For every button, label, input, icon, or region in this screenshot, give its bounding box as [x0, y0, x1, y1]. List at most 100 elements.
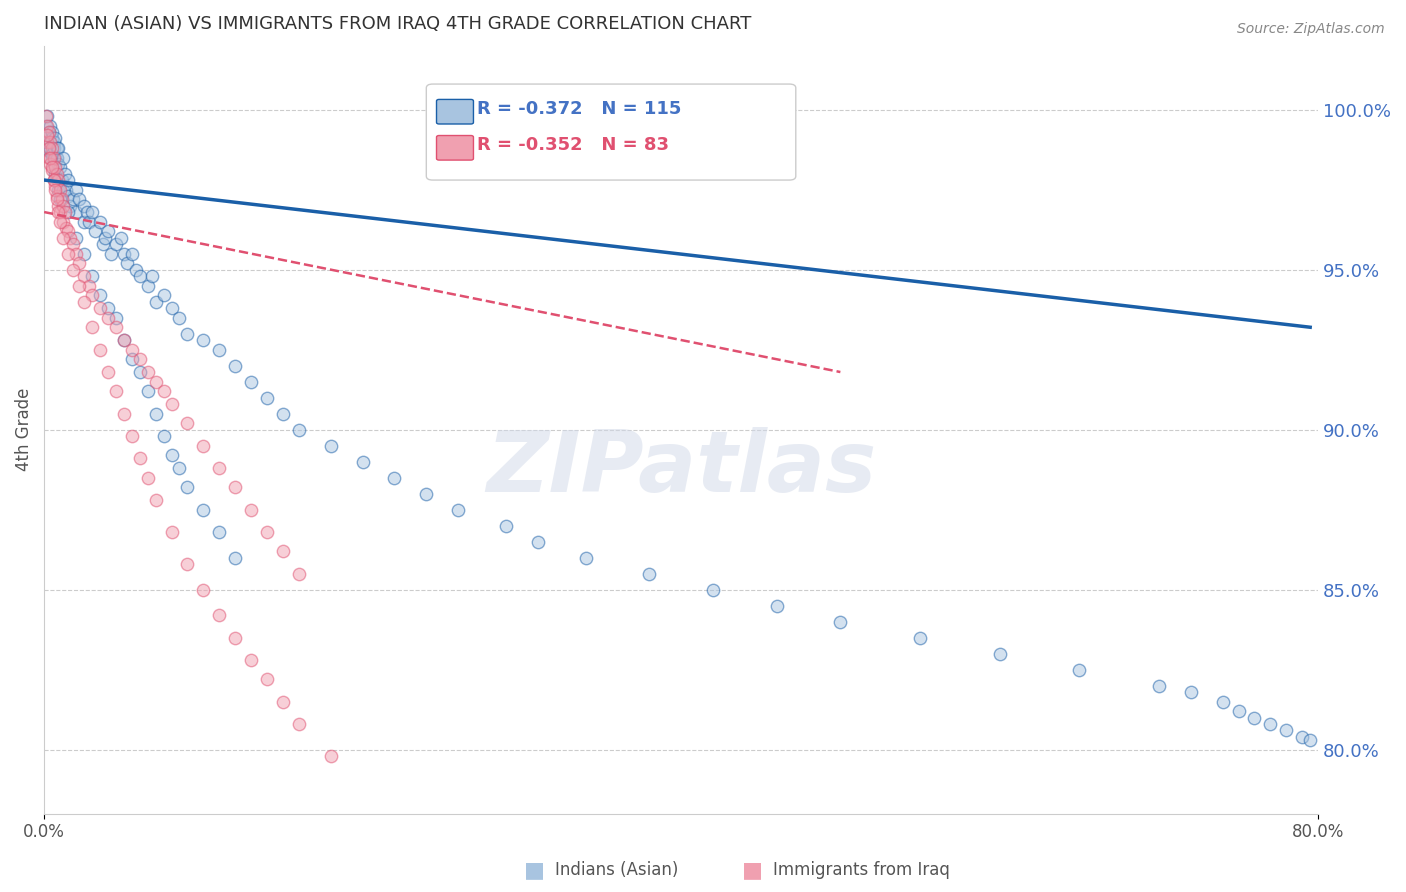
Immigrants from Iraq	[42, 151, 65, 165]
Immigrants from Iraq	[73, 268, 96, 283]
Indians (Asian)	[574, 550, 596, 565]
Indians (Asian)	[176, 326, 198, 341]
Indians (Asian)	[76, 205, 98, 219]
Indians (Asian)	[208, 343, 231, 357]
Indians (Asian)	[45, 151, 67, 165]
Immigrants from Iraq	[271, 695, 294, 709]
Indians (Asian)	[45, 141, 67, 155]
Indians (Asian)	[100, 246, 122, 260]
Indians (Asian)	[112, 246, 135, 260]
Indians (Asian)	[765, 599, 787, 613]
Immigrants from Iraq	[37, 119, 59, 133]
Indians (Asian)	[104, 237, 127, 252]
Indians (Asian)	[104, 310, 127, 325]
Indians (Asian)	[121, 352, 143, 367]
Indians (Asian)	[112, 333, 135, 347]
Immigrants from Iraq	[49, 205, 72, 219]
FancyBboxPatch shape	[426, 84, 796, 180]
Indians (Asian)	[121, 246, 143, 260]
Indians (Asian)	[48, 183, 70, 197]
Immigrants from Iraq	[52, 199, 75, 213]
Indians (Asian)	[65, 230, 87, 244]
Text: R = -0.372   N = 115: R = -0.372 N = 115	[477, 101, 682, 119]
Indians (Asian)	[1180, 685, 1202, 699]
Indians (Asian)	[73, 214, 96, 228]
Text: ZIPatlas: ZIPatlas	[486, 426, 876, 509]
Immigrants from Iraq	[56, 246, 79, 260]
Indians (Asian)	[44, 131, 66, 145]
Immigrants from Iraq	[80, 288, 103, 302]
Indians (Asian)	[62, 192, 84, 206]
Text: Immigrants from Iraq: Immigrants from Iraq	[773, 861, 950, 879]
Immigrants from Iraq	[37, 128, 59, 143]
Immigrants from Iraq	[319, 749, 342, 764]
Indians (Asian)	[415, 486, 437, 500]
Immigrants from Iraq	[37, 135, 59, 149]
Indians (Asian)	[41, 131, 63, 145]
Immigrants from Iraq	[51, 192, 73, 206]
Indians (Asian)	[152, 429, 174, 443]
Indians (Asian)	[52, 151, 75, 165]
Immigrants from Iraq	[48, 173, 70, 187]
Indians (Asian)	[35, 119, 58, 133]
Indians (Asian)	[256, 391, 278, 405]
Immigrants from Iraq	[38, 125, 60, 139]
Indians (Asian)	[80, 205, 103, 219]
Immigrants from Iraq	[256, 672, 278, 686]
Immigrants from Iraq	[193, 582, 215, 597]
Immigrants from Iraq	[55, 221, 77, 235]
Immigrants from Iraq	[193, 439, 215, 453]
Indians (Asian)	[44, 167, 66, 181]
Indians (Asian)	[73, 246, 96, 260]
Immigrants from Iraq	[288, 717, 311, 731]
Indians (Asian)	[288, 423, 311, 437]
Immigrants from Iraq	[35, 109, 58, 123]
Indians (Asian)	[44, 151, 66, 165]
Immigrants from Iraq	[97, 310, 120, 325]
Immigrants from Iraq	[44, 161, 66, 175]
Indians (Asian)	[176, 480, 198, 494]
Indians (Asian)	[55, 183, 77, 197]
Indians (Asian)	[128, 365, 150, 379]
Indians (Asian)	[384, 470, 406, 484]
Indians (Asian)	[65, 183, 87, 197]
Indians (Asian)	[97, 224, 120, 238]
Immigrants from Iraq	[42, 173, 65, 187]
Indians (Asian)	[169, 461, 191, 475]
Indians (Asian)	[702, 582, 724, 597]
Immigrants from Iraq	[104, 320, 127, 334]
Indians (Asian)	[49, 161, 72, 175]
Indians (Asian)	[988, 647, 1011, 661]
Immigrants from Iraq	[49, 214, 72, 228]
Indians (Asian)	[145, 294, 167, 309]
Immigrants from Iraq	[160, 397, 183, 411]
Indians (Asian)	[145, 407, 167, 421]
Text: ■: ■	[742, 860, 762, 880]
Text: INDIAN (ASIAN) VS IMMIGRANTS FROM IRAQ 4TH GRADE CORRELATION CHART: INDIAN (ASIAN) VS IMMIGRANTS FROM IRAQ 4…	[44, 15, 751, 33]
Indians (Asian)	[224, 550, 246, 565]
Indians (Asian)	[115, 256, 138, 270]
Immigrants from Iraq	[121, 343, 143, 357]
Immigrants from Iraq	[89, 301, 111, 315]
Immigrants from Iraq	[176, 416, 198, 430]
Indians (Asian)	[224, 359, 246, 373]
Immigrants from Iraq	[52, 214, 75, 228]
Indians (Asian)	[53, 167, 76, 181]
Immigrants from Iraq	[240, 653, 263, 667]
Immigrants from Iraq	[62, 237, 84, 252]
Indians (Asian)	[42, 157, 65, 171]
FancyBboxPatch shape	[436, 99, 474, 124]
Indians (Asian)	[89, 214, 111, 228]
Indians (Asian)	[1227, 704, 1250, 718]
Indians (Asian)	[65, 205, 87, 219]
Immigrants from Iraq	[41, 141, 63, 155]
Indians (Asian)	[141, 268, 163, 283]
Immigrants from Iraq	[176, 557, 198, 571]
Text: Indians (Asian): Indians (Asian)	[555, 861, 679, 879]
Immigrants from Iraq	[145, 375, 167, 389]
Indians (Asian)	[169, 310, 191, 325]
Immigrants from Iraq	[160, 524, 183, 539]
Immigrants from Iraq	[288, 566, 311, 581]
Immigrants from Iraq	[38, 151, 60, 165]
Immigrants from Iraq	[45, 189, 67, 203]
